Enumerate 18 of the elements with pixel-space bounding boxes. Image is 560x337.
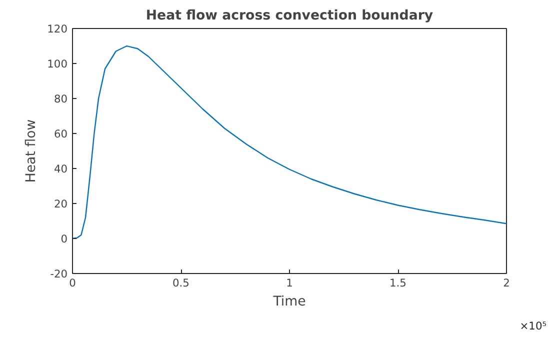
y-tick-label: 100 [47, 58, 68, 70]
x-tick-label: 1.5 [390, 276, 406, 290]
y-tick-label: 0 [60, 232, 68, 246]
x-tick-label: 0 [69, 276, 76, 290]
y-axis-title: Heat flow [24, 119, 40, 183]
x-tick-label: 1 [286, 276, 293, 290]
y-tick-label: 120 [47, 22, 68, 36]
x-tick-label: 0.5 [172, 276, 190, 290]
y-tick-label: -20 [50, 268, 68, 280]
y-tick-label: 20 [54, 198, 68, 210]
y-tick-label: 60 [54, 128, 68, 140]
x-axis-title: Time [272, 294, 306, 310]
line-series [72, 45, 506, 240]
y-tick-label: 40 [54, 162, 68, 176]
y-tick-label: 80 [54, 92, 68, 106]
chart-title: Heat flow across convection boundary [146, 8, 434, 24]
text: ×10⁵ [520, 320, 547, 332]
x-tick-label: 2 [503, 276, 510, 290]
